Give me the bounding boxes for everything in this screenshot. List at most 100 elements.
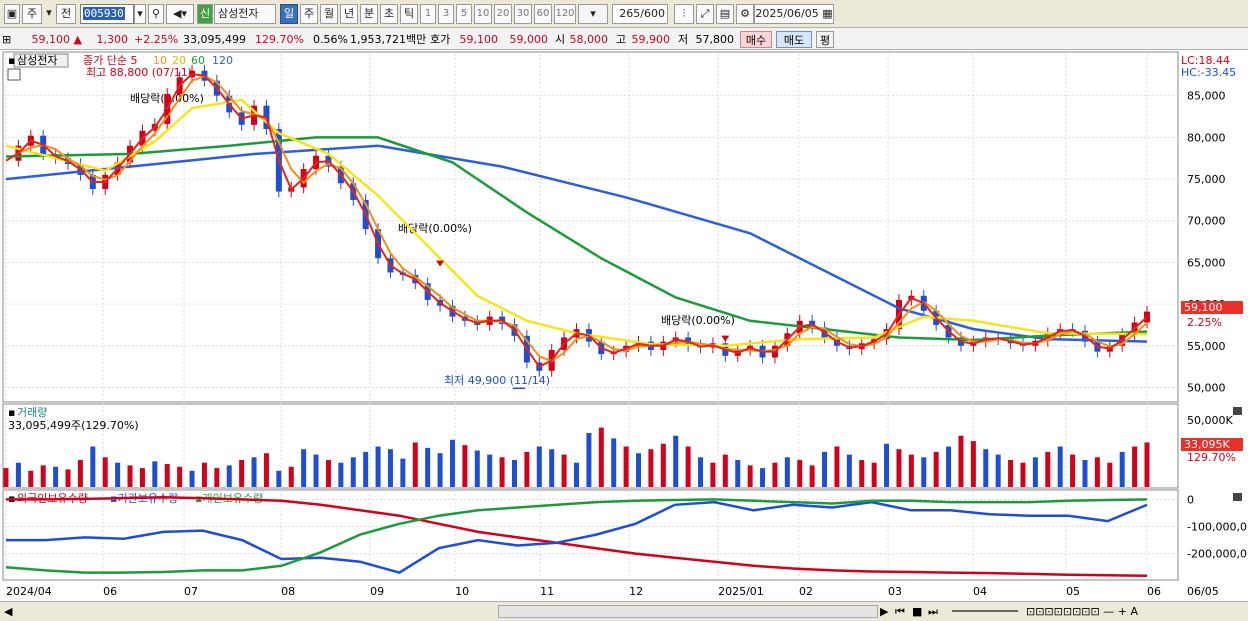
rewind-icon[interactable]: ⏮ [895,605,905,618]
stock-name: 삼성전자 [214,4,276,24]
avg-button[interactable]: 평 [816,31,834,48]
chart-toolbar: ▣ 주 ▾ 전 005930 ▾ ⚲ ◀▾ 신 삼성전자 일 주 월 년 분 초… [0,0,1248,28]
interval-60[interactable]: 60 [534,4,552,24]
lc-label: LC:18.44 [1181,54,1230,67]
interval-30[interactable]: 30 [514,4,532,24]
x-axis-label: 06 [1147,585,1161,598]
candle-type-icon[interactable]: ⫶ [674,4,694,24]
volume-bar [1107,462,1113,487]
buy-button[interactable]: 매수 [740,31,772,48]
volume-bar [549,449,555,487]
volume-bar [747,465,753,487]
period-tick[interactable]: 틱 [400,4,418,24]
period-minute[interactable]: 분 [360,4,378,24]
low-label: 저 [678,33,689,46]
volume-bar [1082,460,1088,487]
legend-ma20: 20 [172,54,186,67]
period-month[interactable]: 월 [320,4,338,24]
market-select[interactable]: 주 [22,4,42,24]
interval-1[interactable]: 1 [420,4,436,24]
period-day[interactable]: 일 [280,4,298,24]
volume-bar [251,457,257,487]
open-label: 시 [555,33,566,46]
volume-bar [710,462,716,487]
panel-menu-icon[interactable]: ▪ [8,54,15,67]
interval-3[interactable]: 3 [438,4,454,24]
dividend-arrow [436,260,445,267]
date-field[interactable]: 2025/06/05 ▦ [754,4,834,24]
high-annotation: 최고 88,800 (07/11) [86,66,192,79]
expand-icon[interactable]: ⊞ [2,33,12,46]
count-field[interactable]: 265/600 [612,4,668,24]
volume-bar [263,453,269,487]
last-pct-label: 2.25% [1187,316,1222,329]
volume-menu-icon[interactable]: ▪ [8,406,15,419]
volume-ratio: 129.70% [255,33,304,46]
chart-area[interactable]: ▪ 삼성전자 종가 단순 5 10 20 60 120 최고 88,800 (0… [0,50,1248,602]
table-icon[interactable] [7,68,21,81]
search-icon[interactable]: ⚲ [148,4,164,24]
sell-button[interactable]: 매도 [776,31,812,48]
code-dropdown-icon[interactable]: ▾ [134,4,146,24]
interval-dropdown[interactable]: ▾ [578,4,608,24]
ma5-line [5,72,1148,368]
volume-bar [226,465,232,487]
volume-bar [561,454,567,487]
volume-bar [859,460,865,487]
interval-120[interactable]: 120 [554,4,576,24]
scroll-thumb[interactable] [498,605,878,618]
volume-bar [400,458,406,487]
interval-10[interactable]: 10 [474,4,492,24]
period-year[interactable]: 년 [340,4,358,24]
stock-code-input[interactable]: 005930 [80,4,134,24]
new-badge[interactable]: 신 [197,4,213,24]
volume-bar [598,427,604,487]
cursor-icon[interactable]: ⤢ [696,4,714,24]
window-icon[interactable]: ▣ [4,4,20,24]
legend-ma120: 120 [212,54,233,67]
stock-chart-svg[interactable]: ▪ 삼성전자 종가 단순 5 10 20 60 120 최고 88,800 (0… [0,50,1248,602]
prev-button[interactable]: 전 [56,4,76,24]
volume-close-icon[interactable] [1233,407,1242,415]
scroll-left-icon[interactable]: ◀ [4,605,13,618]
forward-icon[interactable]: ⏭ [928,605,938,618]
price-y-tick: 85,000 [1187,90,1226,103]
tool-icons[interactable]: ⊡⊡⊡⊡⊡⊡⊡⊡ — + A [1026,605,1138,618]
volume-bar [338,462,344,487]
volume-bar [1045,451,1051,487]
volume-bar [884,443,890,487]
volume-bar [760,468,766,487]
volume-bar [474,450,480,487]
ma120-line [5,144,1148,343]
volume-panel-title: 거래량 [17,406,47,419]
interval-20[interactable]: 20 [494,4,512,24]
volume-bar [127,465,133,487]
zoom-slider[interactable] [952,610,1018,612]
holdings-close-icon[interactable] [1233,493,1242,501]
scroll-bar[interactable]: ◀ ▶ ⏮ ■ ⏭ ⊡⊡⊡⊡⊡⊡⊡⊡ — + A [0,601,1248,621]
high-price: 59,900 [631,33,671,46]
volume-bar [1032,457,1038,487]
dropdown-icon[interactable]: ▾ [46,6,52,19]
volume-bar [313,454,319,487]
volume-bar [574,462,579,487]
save-icon[interactable]: ▤ [716,4,734,24]
legend-ma60: 60 [191,54,205,67]
speaker-icon[interactable]: ◀▾ [166,4,194,24]
volume-bar [685,446,691,487]
volume-bar [239,460,245,487]
x-axis-band [3,581,1178,599]
volume-bar [834,446,840,487]
holdings-line-2 [5,498,1148,574]
period-week[interactable]: 주 [300,4,318,24]
stop-icon[interactable]: ■ [912,605,923,618]
volume-bar [214,468,220,487]
volume-bar [698,457,704,487]
price-y-tick: 50,000 [1187,381,1226,394]
interval-5[interactable]: 5 [456,4,472,24]
period-second[interactable]: 초 [380,4,398,24]
play-icon[interactable]: ▶ [880,605,889,618]
trade-amount: 1,953,721백만 [350,33,427,46]
gear-icon[interactable]: ⚙ [736,4,754,24]
volume-bar [809,465,815,487]
